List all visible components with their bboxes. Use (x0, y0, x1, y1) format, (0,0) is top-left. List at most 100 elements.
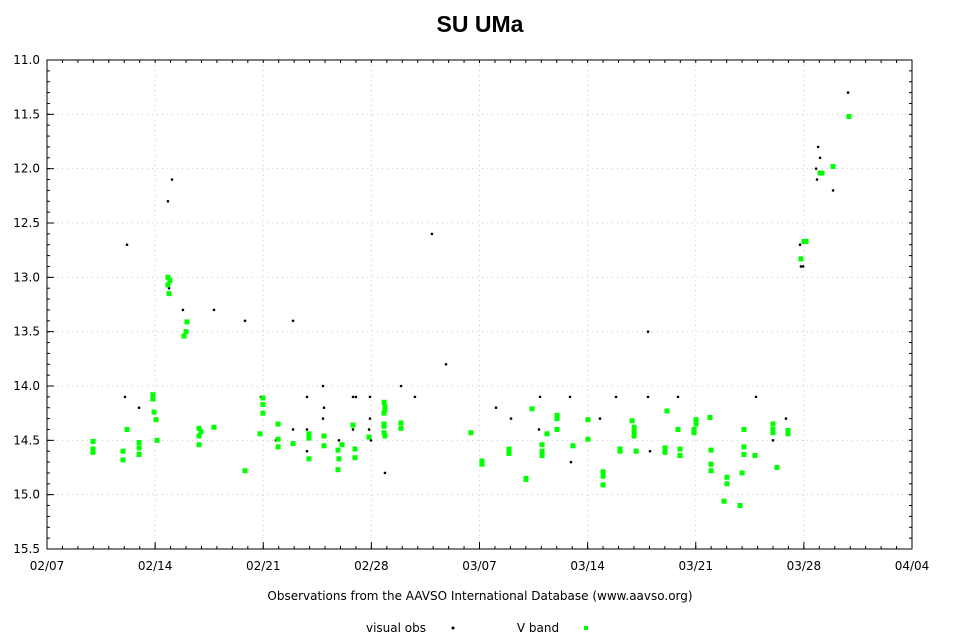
v-band-point (167, 278, 173, 284)
v-band-point (724, 481, 730, 487)
x-tick-label: 03/14 (570, 559, 605, 573)
legend-marker-vband (584, 626, 588, 630)
v-band-point (260, 410, 266, 416)
v-band-point (662, 449, 668, 455)
visual-obs-point (798, 243, 802, 247)
y-tick-label: 14.5 (13, 433, 40, 447)
data-points (90, 91, 852, 509)
v-band-point (631, 433, 637, 439)
v-band-point (196, 442, 202, 448)
visual-obs-point (212, 308, 216, 312)
legend: visual obs V band (366, 621, 588, 635)
v-band-point (196, 425, 202, 431)
visual-obs-point (351, 395, 355, 399)
v-band-point (198, 429, 204, 435)
v-band-point (617, 448, 623, 454)
visual-obs-point (494, 406, 498, 410)
v-band-point (183, 329, 189, 335)
visual-obs-point (170, 178, 174, 181)
v-band-point (335, 447, 341, 453)
x-tick-label: 02/14 (138, 559, 173, 573)
v-band-point (830, 163, 836, 169)
visual-obs-point (413, 395, 417, 399)
v-band-point (539, 448, 545, 454)
v-band-point (211, 424, 217, 430)
visual-obs-point (537, 428, 541, 431)
v-band-point (664, 408, 670, 414)
visual-obs-point (337, 439, 341, 442)
v-band-point (153, 417, 159, 423)
y-tick-label: 11.0 (13, 53, 40, 67)
y-tick-label: 14.0 (13, 379, 40, 393)
visual-obs-point (369, 439, 373, 442)
legend-label-vband: V band (517, 621, 559, 635)
v-band-point (151, 409, 157, 415)
visual-obs-point (321, 384, 325, 388)
v-band-point (752, 453, 758, 459)
v-band-point (741, 426, 747, 432)
visual-obs-point (305, 395, 309, 399)
v-band-point (398, 425, 404, 431)
visual-obs-point (137, 406, 141, 410)
v-band-point (242, 468, 248, 474)
visual-obs-point (322, 406, 326, 410)
v-band-point (352, 455, 358, 461)
v-band-point (523, 476, 529, 482)
v-band-point (479, 458, 485, 464)
visual-obs-point (305, 449, 309, 453)
x-tick-label: 02/28 (354, 559, 389, 573)
v-band-point (600, 473, 606, 479)
v-band-point (554, 416, 560, 422)
v-band-point (554, 412, 560, 418)
visual-obs-point (354, 395, 358, 399)
visual-obs-point (444, 362, 448, 366)
visual-obs-point (799, 265, 803, 268)
v-band-point (819, 170, 825, 176)
v-band-point (352, 446, 358, 452)
visual-obs-point (305, 428, 309, 431)
v-band-point (600, 469, 606, 475)
y-tick-label: 15.5 (13, 542, 40, 556)
v-band-point (539, 442, 545, 448)
x-axis-label: Observations from the AAVSO Internationa… (267, 589, 692, 603)
v-band-point (381, 410, 387, 416)
visual-obs-point (801, 265, 805, 268)
v-band-point (166, 291, 172, 297)
v-band-point (165, 274, 171, 280)
v-band-point (366, 434, 372, 440)
v-band-point (196, 433, 202, 439)
v-band-point (257, 431, 263, 437)
v-band-point (691, 430, 697, 436)
legend-marker-visual (451, 626, 455, 630)
v-band-point (739, 470, 745, 476)
v-band-point (136, 440, 142, 446)
visual-obs-point (754, 395, 758, 399)
visual-obs-point (509, 417, 513, 420)
x-tick-label: 02/21 (246, 559, 281, 573)
visual-obs-point (568, 395, 572, 399)
visual-obs-point (166, 199, 170, 203)
y-tick-label: 15.0 (13, 488, 40, 502)
v-band-point (693, 421, 699, 427)
v-band-point (774, 465, 780, 470)
v-band-point (321, 443, 327, 449)
x-tick-label: 03/28 (787, 559, 822, 573)
visual-obs-point (784, 417, 788, 420)
v-band-point (570, 443, 576, 449)
axis-ticks: 02/07 02/14 02/21 02/28 03/07 03/14 03/21 03/28… (13, 53, 929, 573)
v-band-point (585, 417, 591, 423)
v-band-point (136, 451, 142, 457)
v-band-point (468, 430, 474, 436)
v-band-point (306, 435, 312, 441)
v-band-point (275, 436, 281, 442)
v-band-point (785, 431, 791, 437)
v-band-point (306, 431, 312, 437)
visual-obs-point (816, 145, 820, 149)
visual-obs-point (646, 330, 650, 333)
visual-obs-point (243, 319, 247, 323)
visual-obs-point (846, 91, 850, 94)
v-band-point (339, 442, 345, 448)
visual-obs-point (831, 189, 835, 192)
